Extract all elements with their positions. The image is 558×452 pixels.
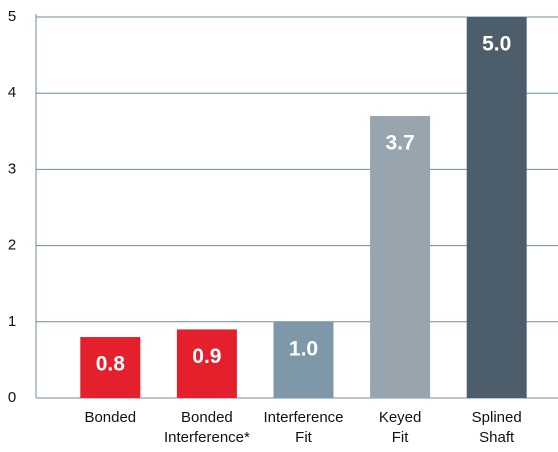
- x-tick-label-line: Fit: [392, 429, 409, 446]
- x-tick-label: Interference Fit: [263, 409, 343, 446]
- x-tick-label: Splined Shaft: [472, 409, 522, 446]
- y-tick-label: 4: [8, 84, 16, 101]
- bar: [273, 321, 334, 398]
- x-tick-label: Bonded: [84, 409, 136, 426]
- x-tick-label-line: Bonded: [181, 409, 233, 426]
- value-label: 3.7: [385, 132, 414, 155]
- x-tick-label-line: Bonded: [84, 409, 136, 426]
- value-label: 5.0: [482, 33, 511, 56]
- x-tick-label-line: Interference*: [164, 429, 250, 446]
- x-tick-label: Keyed Fit: [379, 409, 422, 446]
- x-tick-label-line: Splined: [472, 409, 522, 426]
- x-tick-label-line: Shaft: [479, 429, 515, 446]
- y-tick-label: 3: [8, 160, 16, 177]
- x-tick-label: Bonded Interference*: [164, 409, 250, 446]
- y-tick-label: 2: [8, 237, 16, 254]
- x-tick-label-line: Fit: [295, 429, 312, 446]
- value-label: 0.8: [96, 353, 126, 376]
- x-tick-label-line: Keyed: [379, 409, 422, 426]
- bar: [370, 116, 431, 398]
- y-tick-label: 0: [8, 389, 16, 406]
- y-tick-label: 5: [8, 8, 16, 25]
- value-label: 1.0: [289, 337, 318, 360]
- bar: [80, 337, 141, 398]
- y-tick-label: 1: [8, 313, 16, 330]
- bar: [466, 17, 527, 398]
- value-label: 0.9: [192, 345, 221, 368]
- bar: [176, 329, 237, 398]
- x-tick-label-line: Interference: [263, 409, 343, 426]
